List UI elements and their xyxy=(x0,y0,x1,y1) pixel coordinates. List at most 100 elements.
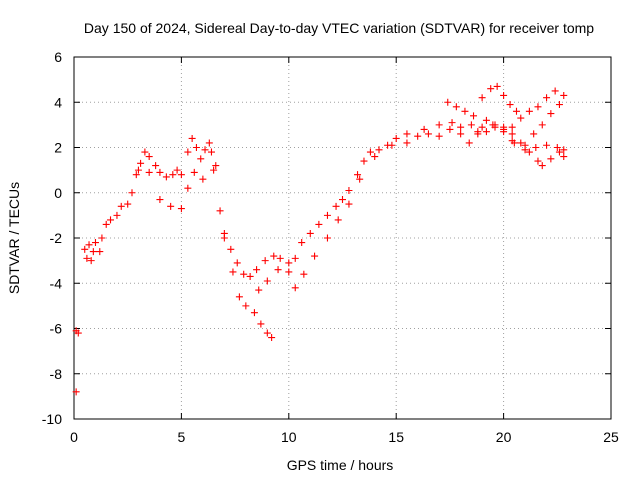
y-tick-label: 6 xyxy=(54,49,62,65)
data-point xyxy=(508,130,516,138)
data-point xyxy=(512,107,520,115)
data-point xyxy=(508,137,516,145)
data-point xyxy=(388,141,396,149)
data-point xyxy=(85,241,93,249)
y-tick-label: 0 xyxy=(54,185,62,201)
data-point xyxy=(448,119,456,127)
data-point xyxy=(560,91,568,99)
data-point xyxy=(199,175,207,183)
data-point xyxy=(220,234,228,242)
data-point xyxy=(508,123,516,131)
data-point xyxy=(190,168,198,176)
data-point xyxy=(98,234,106,242)
data-point xyxy=(210,166,218,174)
y-tick-label: -10 xyxy=(42,411,62,427)
data-point xyxy=(452,103,460,111)
data-point xyxy=(424,130,432,138)
data-point xyxy=(184,184,192,192)
data-point xyxy=(339,196,346,204)
data-point xyxy=(227,245,235,253)
data-point xyxy=(435,132,443,140)
data-point xyxy=(543,141,551,149)
data-point xyxy=(517,114,525,122)
data-point xyxy=(141,148,149,156)
data-point xyxy=(240,270,248,278)
data-point xyxy=(403,130,411,138)
data-point xyxy=(560,146,568,154)
data-point xyxy=(375,146,383,154)
data-point xyxy=(403,139,411,147)
data-point xyxy=(474,128,482,136)
data-point xyxy=(420,125,428,133)
data-point xyxy=(491,121,499,129)
data-point xyxy=(534,103,542,111)
data-point xyxy=(560,153,568,161)
x-axis-label: GPS time / hours xyxy=(287,457,394,473)
data-point xyxy=(457,130,465,138)
data-point xyxy=(72,388,80,396)
data-point xyxy=(553,144,561,151)
data-point xyxy=(371,153,379,161)
data-point xyxy=(530,130,538,138)
data-point xyxy=(547,155,555,163)
data-point xyxy=(81,245,89,253)
data-point xyxy=(117,202,125,210)
data-point xyxy=(487,85,495,93)
data-point xyxy=(87,257,95,265)
data-point xyxy=(551,87,559,95)
data-point xyxy=(188,134,196,142)
data-point xyxy=(192,144,200,151)
data-point xyxy=(250,309,258,317)
data-point xyxy=(233,259,241,267)
data-point xyxy=(311,252,319,260)
data-point xyxy=(534,157,542,165)
data-point xyxy=(470,112,478,120)
data-point xyxy=(268,334,276,342)
data-point xyxy=(235,293,243,301)
data-point xyxy=(345,200,353,208)
data-point xyxy=(169,171,177,179)
data-point xyxy=(246,272,254,280)
data-point xyxy=(145,153,153,161)
data-point xyxy=(216,207,224,215)
data-point xyxy=(253,266,261,274)
data-point xyxy=(107,216,115,224)
y-tick-label: -6 xyxy=(50,321,63,337)
data-point xyxy=(521,141,529,149)
data-point xyxy=(334,216,342,224)
data-point xyxy=(184,148,192,156)
data-point xyxy=(465,139,473,147)
data-point xyxy=(360,157,368,165)
data-point xyxy=(525,107,533,115)
data-point xyxy=(500,123,508,131)
data-point xyxy=(555,148,563,156)
data-point xyxy=(201,146,209,154)
data-point xyxy=(467,121,475,129)
data-point xyxy=(205,139,213,147)
data-point xyxy=(96,248,104,256)
data-point xyxy=(291,284,299,292)
data-point xyxy=(300,270,308,278)
data-point xyxy=(128,189,136,197)
data-point xyxy=(83,254,91,262)
data-point xyxy=(345,186,353,194)
data-point xyxy=(478,94,486,102)
data-point xyxy=(538,162,546,170)
data-point xyxy=(435,121,443,129)
y-tick-label: -4 xyxy=(50,275,63,291)
data-point xyxy=(177,205,185,213)
chart-title: Day 150 of 2024, Sidereal Day-to-day VTE… xyxy=(84,20,594,36)
data-point xyxy=(276,254,284,262)
data-point xyxy=(532,144,540,151)
data-point xyxy=(274,266,282,274)
data-point xyxy=(177,171,185,179)
data-point xyxy=(547,110,555,118)
data-point xyxy=(134,166,142,174)
data-point xyxy=(212,162,220,170)
data-point xyxy=(145,168,153,176)
x-tick-label: 25 xyxy=(603,429,619,445)
data-point xyxy=(538,121,546,129)
data-point xyxy=(207,148,215,156)
x-tick-label: 15 xyxy=(388,429,404,445)
data-point xyxy=(137,159,145,167)
